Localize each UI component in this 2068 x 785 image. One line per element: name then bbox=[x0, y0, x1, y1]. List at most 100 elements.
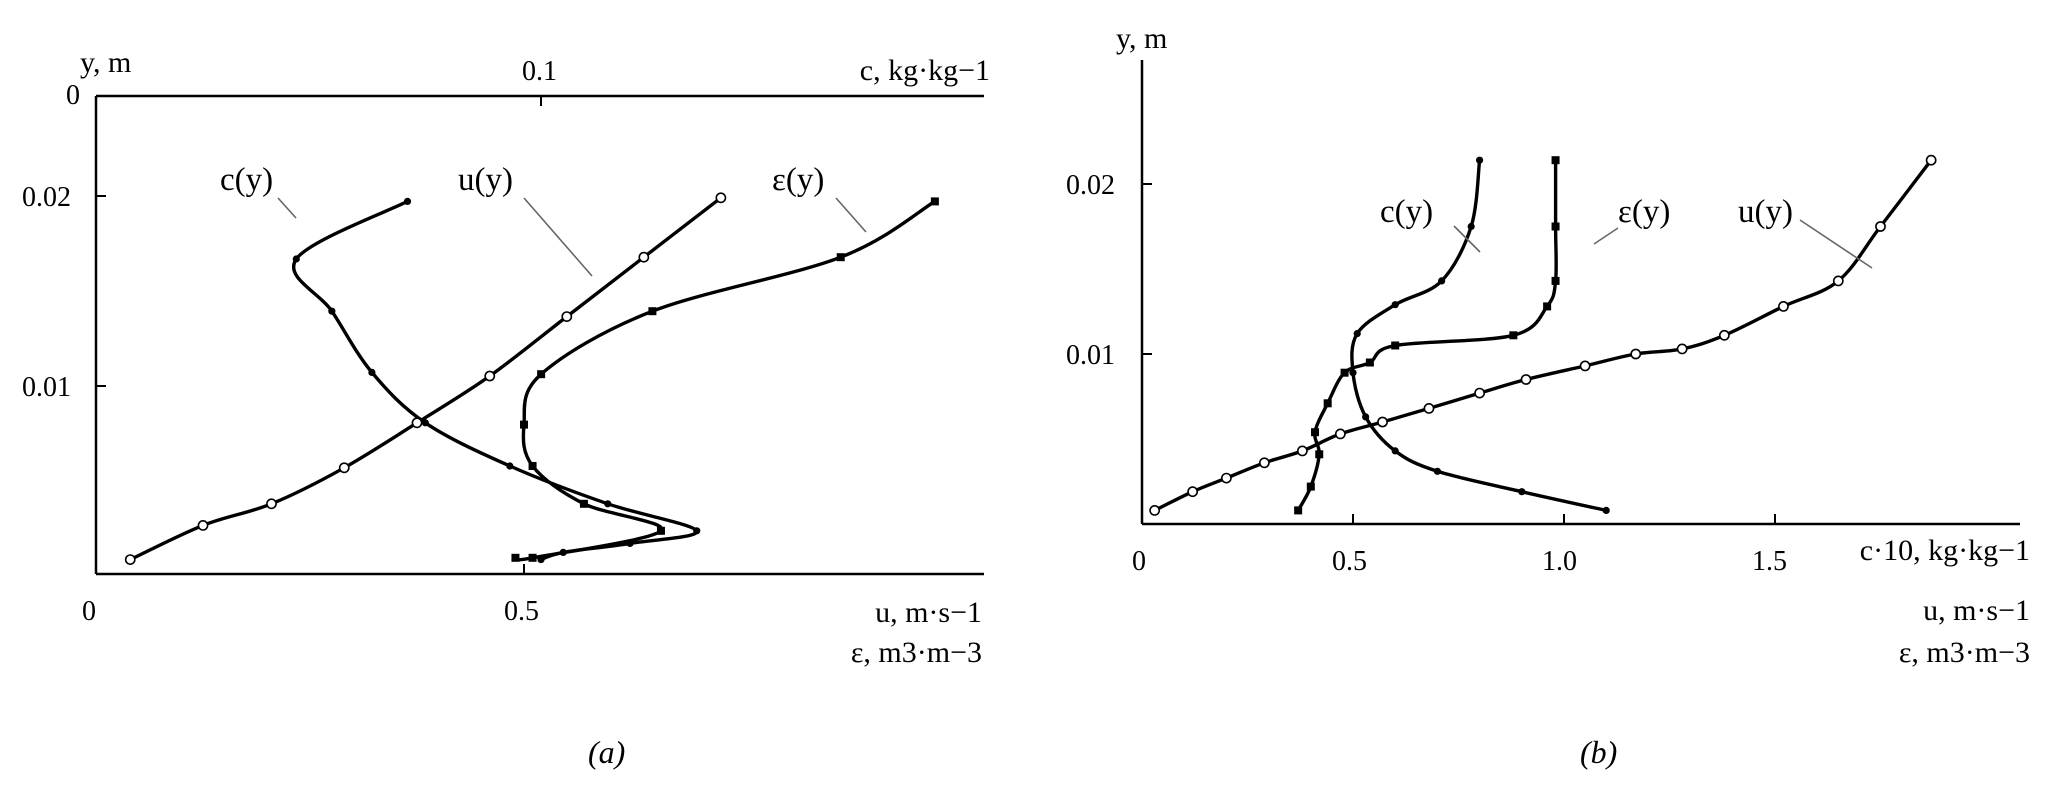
panel-b-series-1-point bbox=[1294, 506, 1303, 515]
panel-a-series-2-point bbox=[930, 197, 939, 206]
panel-a-y-tick-label: 0.01 bbox=[22, 372, 71, 403]
panel-b-bottom-axis-label-1: c·10, kg·kg−1 bbox=[1860, 534, 2030, 567]
panel-b-series-2-point bbox=[1296, 445, 1308, 457]
panel-b-series-1-point bbox=[1543, 302, 1552, 311]
panel-a-c-leader bbox=[277, 197, 297, 219]
panel-a-series-1-point bbox=[411, 417, 423, 429]
panel-b-series-1-point bbox=[1391, 341, 1400, 350]
panel-b-series-0-point bbox=[1476, 156, 1484, 164]
panel-b-series-2-point bbox=[1778, 300, 1789, 312]
panel-a-series-0-point bbox=[421, 419, 429, 427]
panel-a-series-0-point bbox=[604, 500, 612, 508]
panel-b-bottom-axis-label-3: ε, m3·m−3 bbox=[1899, 636, 2030, 669]
panel-b-curves bbox=[1149, 154, 1937, 516]
panel-b-y-tick-label: 0.02 bbox=[1066, 170, 1115, 201]
panel-b-x-tick-label: 1.5 bbox=[1752, 546, 1787, 577]
panel-b-series-2-point bbox=[1187, 486, 1199, 498]
panel-b-series-2-point bbox=[1423, 402, 1435, 414]
panel-b-series-1-point bbox=[1315, 450, 1324, 459]
panel-b-series-0-point bbox=[1362, 413, 1370, 421]
panel-b-series-1-point bbox=[1306, 482, 1315, 491]
panel-b-series-1-point bbox=[1340, 368, 1349, 377]
panel-b-u-leader bbox=[1799, 219, 1873, 269]
panel-a: 0 0.01 0.02 0 0.5 0.1 y, m c, kg·kg−1 u,… bbox=[22, 46, 990, 770]
panel-b-series-0-point bbox=[1349, 369, 1357, 377]
panel-a-u-leader bbox=[523, 197, 593, 277]
panel-b-series-2-point bbox=[1718, 329, 1730, 341]
panel-a-series-0-point bbox=[292, 255, 300, 263]
panel-b-c-leader bbox=[1453, 225, 1481, 253]
panel-b-series-2-point bbox=[1630, 348, 1642, 360]
panel-b-series-2-point bbox=[1149, 504, 1161, 516]
panel-b-series-2-point bbox=[1377, 416, 1388, 428]
panel-a-series-0-point bbox=[506, 462, 514, 470]
panel-a-u-label: u(y) bbox=[458, 162, 513, 198]
panel-b-series-2-point bbox=[1875, 221, 1886, 232]
panel-a-series-2-point bbox=[528, 462, 537, 470]
panel-b-series-0-point bbox=[1353, 330, 1361, 338]
panel-b-series-1-point bbox=[1551, 156, 1560, 165]
panel-b-caption: (b) bbox=[1580, 734, 1617, 770]
panel-b-series-0-point bbox=[1391, 447, 1399, 455]
panel-b-series-0-point bbox=[1391, 301, 1399, 309]
panel-b-series-2-point bbox=[1832, 275, 1844, 287]
panel-a-x-tick-label: 0.5 bbox=[504, 596, 539, 627]
panel-b-series-0-point bbox=[1433, 467, 1441, 475]
panel-a-series-2-point bbox=[511, 553, 520, 562]
panel-b-series-0-point bbox=[1467, 222, 1475, 231]
panel-a-series-0-point bbox=[403, 197, 412, 205]
panel-b-series-2-point bbox=[1676, 343, 1688, 355]
panel-b-series-2-point bbox=[1258, 457, 1270, 469]
panel-a-series-2-line bbox=[513, 199, 937, 562]
panel-a-series-2-point bbox=[520, 420, 528, 429]
panel-b-series-1-point bbox=[1323, 399, 1332, 408]
panel-b: 0.01 0.02 0 0.5 1.0 1.5 y, m c·10, kg·kg… bbox=[1066, 22, 2030, 770]
panel-b-eps-label: ε(y) bbox=[1618, 194, 1670, 230]
panel-a-series-1-point bbox=[561, 311, 573, 322]
panel-a-series-0-line bbox=[292, 199, 699, 562]
panel-b-u-label: u(y) bbox=[1738, 194, 1793, 230]
panel-a-y-axis-label: y, m bbox=[80, 46, 131, 79]
panel-a-series-2-point bbox=[648, 307, 657, 316]
panel-b-series-2-point bbox=[1474, 387, 1485, 399]
panel-a-series-1-point bbox=[266, 498, 277, 510]
panel-a-top-axis-label: c, kg·kg−1 bbox=[860, 54, 990, 87]
panel-b-c-label: c(y) bbox=[1380, 194, 1433, 230]
panel-b-series-0-point bbox=[1602, 506, 1610, 514]
panel-b-series-1-point bbox=[1509, 331, 1518, 340]
panel-a-series-0-point bbox=[693, 527, 701, 535]
panel-a-top-tick-label: 0.1 bbox=[522, 56, 557, 87]
panel-a-series-1-point bbox=[638, 251, 650, 263]
panel-b-series-1-point bbox=[1365, 358, 1374, 367]
panel-b-series-1-point bbox=[1551, 222, 1560, 231]
panel-a-bottom-axis-label-1: u, m·s−1 bbox=[875, 596, 982, 629]
panel-a-eps-label: ε(y) bbox=[772, 162, 824, 198]
panel-b-series-0-point bbox=[1518, 488, 1526, 496]
panel-b-series-2-point bbox=[1334, 428, 1346, 440]
panel-a-y-tick-label: 0 bbox=[66, 80, 80, 111]
panel-a-curves bbox=[124, 192, 939, 565]
panel-a-series-1-point bbox=[124, 554, 136, 565]
panel-a-caption: (a) bbox=[588, 734, 625, 770]
panel-b-x-tick-label: 1.0 bbox=[1542, 546, 1577, 577]
panel-a-series-2-point bbox=[528, 553, 537, 562]
panel-b-series-2-point bbox=[1221, 472, 1232, 484]
panel-a-series-2-point bbox=[656, 526, 665, 535]
panel-b-series-2-point bbox=[1520, 374, 1532, 385]
panel-b-eps-leader bbox=[1593, 227, 1619, 245]
panel-b-bottom-axis-label-2: u, m·s−1 bbox=[1923, 594, 2030, 627]
panel-b-x-tick-label: 0 bbox=[1132, 546, 1146, 577]
panel-b-series-0-point bbox=[1438, 277, 1446, 285]
panel-a-x-tick-label: 0 bbox=[82, 596, 96, 627]
panel-a-bottom-axis-label-2: ε, m3·m−3 bbox=[851, 636, 982, 669]
panel-b-series-1-point bbox=[1311, 428, 1320, 437]
panel-a-series-1-point bbox=[715, 192, 727, 204]
panel-a-series-0-point bbox=[328, 307, 336, 315]
panel-a-series-0-point bbox=[368, 368, 376, 376]
panel-a-c-label: c(y) bbox=[220, 162, 273, 198]
panel-a-series-1-line bbox=[128, 196, 723, 562]
panel-a-series-1-point bbox=[338, 462, 350, 474]
panel-b-x-tick-label: 0.5 bbox=[1332, 546, 1367, 577]
panel-b-series-2-point bbox=[1925, 154, 1937, 166]
panel-b-series-2-point bbox=[1579, 360, 1591, 372]
